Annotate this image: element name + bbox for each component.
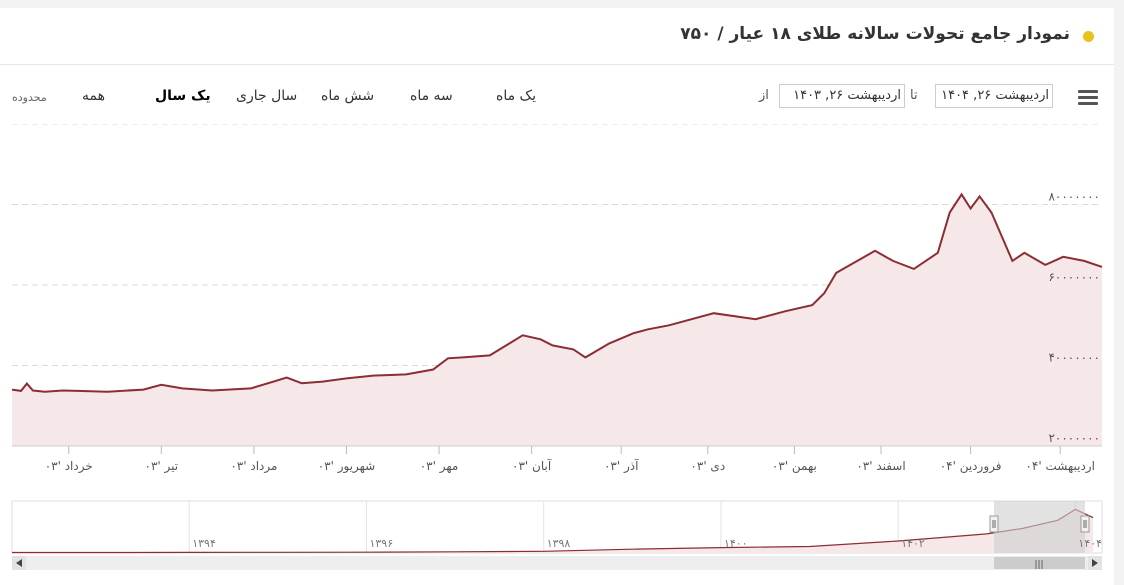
navigator-left-handle[interactable] xyxy=(989,515,999,533)
chart-title: نمودار جامع تحولات سالانه طلای ۱۸ عیار /… xyxy=(680,24,1070,44)
range-three-months-button[interactable]: سه ماه xyxy=(410,88,453,104)
x-tick-label: دی '۰۳ xyxy=(690,459,725,473)
scrollbar-left-arrow[interactable] xyxy=(12,556,26,570)
navigator-right-handle[interactable] xyxy=(1080,515,1090,533)
main-chart: ۲۰۰۰۰۰۰۰ ۴۰۰۰۰۰۰۰ ۶۰۰۰۰۰۰۰ ۸۰۰۰۰۰۰۰ خرداد '… xyxy=(11,124,1103,474)
y-tick-label: ۸۰۰۰۰۰۰۰ xyxy=(1048,190,1100,204)
y-tick-label: ۶۰۰۰۰۰۰۰ xyxy=(1048,270,1100,284)
scrollbar-grip-icon: ||| xyxy=(1034,560,1043,570)
navigator[interactable]: ۱۳۹۴ ۱۳۹۶ ۱۳۹۸ ۱۴۰۰ ۱۴۰۲ ۱۴۰۴ ||| xyxy=(0,498,1114,570)
y-tick-label: ۲۰۰۰۰۰۰۰ xyxy=(1048,431,1100,445)
x-tick-label: مهر '۰۳ xyxy=(420,459,459,474)
range-one-year-button[interactable]: یک سال xyxy=(155,88,211,104)
x-tick-label: خرداد '۰۳ xyxy=(45,459,93,474)
x-tick-label: اسفند '۰۳ xyxy=(856,459,905,473)
series-line xyxy=(11,192,1103,393)
x-tick-label: بهمن '۰۳ xyxy=(772,459,817,474)
x-tick-label: آبان '۰۳ xyxy=(512,458,552,473)
x-tick-label: آذر '۰۳ xyxy=(604,458,639,474)
chart-card: نمودار جامع تحولات سالانه طلای ۱۸ عیار /… xyxy=(0,8,1114,585)
range-all-button[interactable]: همه xyxy=(82,88,105,104)
range-six-months-button[interactable]: شش ماه xyxy=(321,88,375,104)
navigator-area xyxy=(12,509,1094,553)
hamburger-menu-icon[interactable] xyxy=(1078,90,1098,106)
range-one-month-button[interactable]: یک ماه xyxy=(496,88,536,104)
series-area xyxy=(12,194,1102,446)
navigator-tick-label: ۱۳۹۶ xyxy=(369,537,393,550)
y-tick-label: ۴۰۰۰۰۰۰۰ xyxy=(1048,351,1100,365)
x-tick-label: مرداد '۰۳ xyxy=(230,459,277,474)
from-date-input[interactable]: اردیبهشت ۲۶, ۱۴۰۳ xyxy=(779,84,905,108)
navigator-tick-label: ۱۴۰۴ xyxy=(1078,537,1102,550)
chart-toolbar: محدوده همه یک سال سال جاری شش ماه سه ماه… xyxy=(0,64,1114,124)
x-tick-label: فروردین '۰۴ xyxy=(940,459,1002,474)
range-current-year-button[interactable]: سال جاری xyxy=(236,88,298,104)
to-date-input[interactable]: اردیبهشت ۲۶, ۱۴۰۴ xyxy=(935,84,1053,108)
navigator-tick-label: ۱۴۰۰ xyxy=(724,537,748,550)
navigator-tick-label: ۱۴۰۲ xyxy=(901,537,925,550)
to-label: تا xyxy=(910,88,918,103)
x-tick-label: شهریور '۰۳ xyxy=(318,459,376,474)
from-label: از xyxy=(759,88,769,103)
scrollbar-right-arrow[interactable] xyxy=(1088,556,1102,570)
scrollbar-track[interactable] xyxy=(12,556,1102,570)
navigator-tick-label: ۱۳۹۸ xyxy=(547,537,571,550)
navigator-tick-label: ۱۳۹۴ xyxy=(192,537,216,550)
navigator-selection[interactable] xyxy=(994,501,1085,553)
scrollbar-thumb[interactable] xyxy=(994,557,1085,569)
x-tick-label: اردیبهشت '۰۴ xyxy=(1025,459,1094,474)
range-selector-title: محدوده xyxy=(12,91,47,104)
chart-header: نمودار جامع تحولات سالانه طلای ۱۸ عیار /… xyxy=(0,8,1114,65)
x-tick-label: تیر '۰۳ xyxy=(145,459,179,474)
title-dot-icon xyxy=(1083,31,1094,42)
